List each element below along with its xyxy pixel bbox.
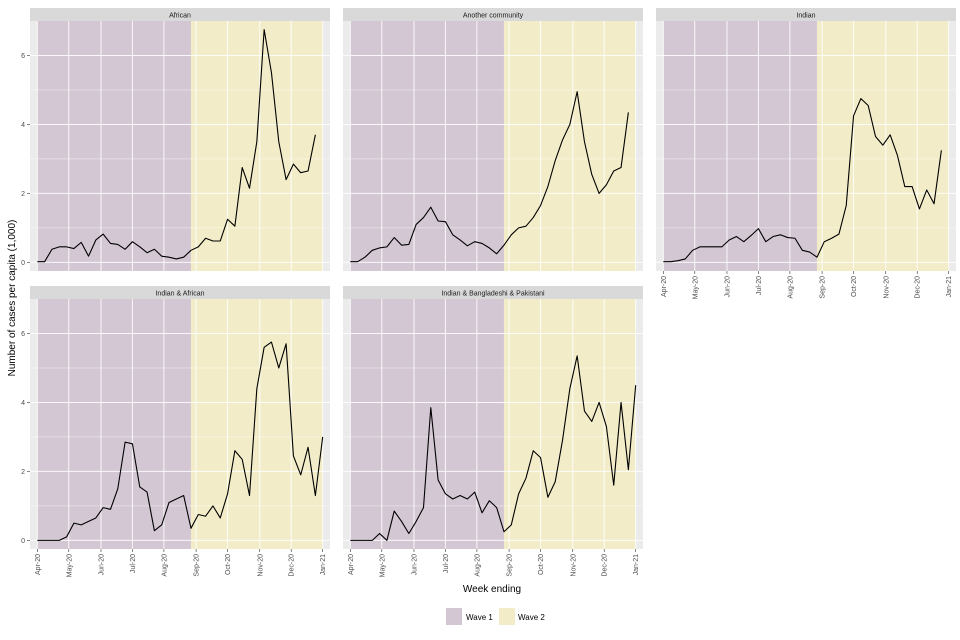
facet-strip-label: Indian & Bangladeshi & Pakistani (441, 291, 545, 298)
wave-band-2 (190, 21, 323, 271)
x-tick-label: Oct-20 (851, 276, 858, 297)
legend-label-wave-1: Wave 1 (466, 613, 493, 622)
x-tick-label: Nov-20 (257, 554, 264, 577)
x-tick-label: Apr-20 (348, 554, 355, 575)
legend-key-wave-1 (446, 608, 462, 625)
y-tick-label: 6 (21, 331, 25, 338)
facet-strip-label: Indian (796, 13, 815, 20)
y-tick-label: 4 (21, 400, 25, 407)
x-tick-label: Nov-20 (883, 276, 890, 299)
x-tick-label: Dec-20 (289, 554, 296, 577)
facet-panel-1: African 0 2 4 6 (21, 8, 330, 271)
facet-strip-label: Another community (463, 13, 524, 20)
x-tick-label: Apr-20 (35, 554, 42, 575)
legend-label-wave-2: Wave 2 (518, 613, 545, 622)
series-line (350, 91, 629, 263)
wave-band-1 (663, 21, 817, 271)
x-tick-label: Apr-20 (661, 276, 668, 297)
x-tick-label: Aug-20 (161, 554, 168, 577)
wave-band-1 (350, 21, 504, 271)
x-tick-label: Jul-20 (756, 276, 763, 295)
x-tick-label: Oct-20 (538, 554, 545, 575)
wave-band-2 (816, 21, 949, 271)
wave-band-2 (503, 299, 636, 549)
x-tick-label: Jun-20 (411, 554, 418, 576)
y-tick-label: 6 (21, 53, 25, 60)
y-tick-label: 0 (21, 260, 25, 267)
facet-strip (30, 8, 330, 21)
x-tick-label: Jul-20 (443, 554, 450, 573)
wave-band-1 (37, 299, 191, 549)
facet-strip (30, 286, 330, 299)
wave-band-1 (37, 21, 191, 271)
x-tick-label: Jun-20 (98, 554, 105, 576)
facet-panel-5: Indian & Bangladeshi & Pakistani Apr-20 Ma… (343, 286, 643, 577)
y-tick-label: 2 (21, 469, 25, 476)
series-line (663, 98, 942, 263)
x-axis-title: Week ending (463, 584, 521, 595)
x-tick-label: Dec-20 (602, 554, 609, 577)
y-tick-label: 0 (21, 538, 25, 545)
x-tick-label: May-20 (379, 554, 386, 577)
legend-key-wave-2 (499, 608, 515, 625)
series-line (37, 341, 324, 541)
x-tick-label: May-20 (692, 276, 699, 299)
x-tick-label: Jan-21 (320, 554, 327, 576)
y-axis-title: Number of cases per capita (1,000) (7, 220, 18, 377)
x-tick-label: Jan-21 (633, 554, 640, 576)
facet-panel-4: Indian & African 0 2 4 6 Apr-20 May-20 Jun-20 Ju… (21, 286, 330, 577)
facet-strip-label: African (169, 13, 191, 20)
facet-panel-2: Another community (343, 8, 643, 271)
facet-strip (343, 286, 643, 299)
wave-band-2 (190, 299, 323, 549)
y-tick-label: 2 (21, 191, 25, 198)
x-tick-label: Oct-20 (225, 554, 232, 575)
wave-band-2 (503, 21, 636, 271)
x-tick-label: May-20 (66, 554, 73, 577)
x-tick-label: Sep-20 (820, 276, 827, 299)
legend: Wave 1 Wave 2 (446, 608, 545, 625)
x-tick-label: Sep-20 (194, 554, 201, 577)
facet-strip-label: Indian & African (155, 291, 204, 298)
series-line (37, 29, 316, 263)
series-line (350, 355, 637, 541)
facet-strip (343, 8, 643, 21)
facet-panel-3: Indian Apr-20 May-20 Jun-20 Jul-20 Aug-20 Sep-… (656, 8, 956, 299)
x-tick-label: Jun-20 (724, 276, 731, 298)
facet-strip (656, 8, 956, 21)
x-tick-label: Aug-20 (787, 276, 794, 299)
x-tick-label: Nov-20 (570, 554, 577, 577)
x-tick-label: Aug-20 (474, 554, 481, 577)
y-tick-label: 4 (21, 122, 25, 129)
x-tick-label: Sep-20 (507, 554, 514, 577)
wave-band-1 (350, 299, 504, 549)
x-tick-label: Dec-20 (915, 276, 922, 299)
x-tick-label: Jul-20 (130, 554, 137, 573)
panels-layer: African 0 2 4 6 Another community Indian Apr-20… (21, 8, 956, 577)
x-tick-label: Jan-21 (946, 276, 953, 298)
